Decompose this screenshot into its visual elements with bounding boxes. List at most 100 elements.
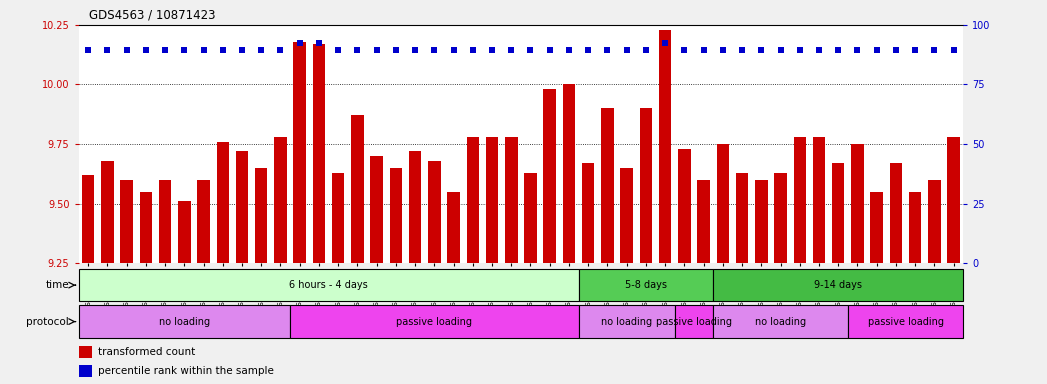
- Bar: [408, 151, 421, 263]
- Bar: [274, 137, 287, 263]
- Bar: [621, 168, 633, 263]
- Bar: [159, 180, 172, 263]
- Text: transformed count: transformed count: [98, 347, 195, 357]
- Bar: [79, 305, 290, 338]
- Point: [291, 40, 308, 46]
- Text: 9-14 days: 9-14 days: [815, 280, 863, 290]
- Bar: [755, 180, 767, 263]
- Point: [445, 47, 462, 53]
- Bar: [909, 192, 921, 263]
- Bar: [371, 156, 383, 263]
- Bar: [139, 192, 152, 263]
- Text: percentile rank within the sample: percentile rank within the sample: [98, 366, 274, 376]
- Point: [619, 47, 636, 53]
- Bar: [713, 305, 848, 338]
- Bar: [447, 192, 460, 263]
- Bar: [313, 44, 326, 263]
- Bar: [293, 41, 306, 263]
- Text: GDS4563 / 10871423: GDS4563 / 10871423: [89, 8, 216, 21]
- Text: no loading: no loading: [601, 316, 652, 327]
- Point: [792, 47, 808, 53]
- Text: no loading: no loading: [755, 316, 806, 327]
- Text: 6 hours - 4 days: 6 hours - 4 days: [289, 280, 367, 290]
- Text: 5-8 days: 5-8 days: [625, 280, 667, 290]
- Point: [484, 47, 500, 53]
- Bar: [486, 137, 498, 263]
- Point: [233, 47, 250, 53]
- Point: [195, 47, 211, 53]
- Bar: [543, 89, 556, 263]
- Bar: [290, 305, 579, 338]
- Point: [599, 47, 616, 53]
- Bar: [389, 168, 402, 263]
- Bar: [579, 305, 674, 338]
- Text: passive loading: passive loading: [868, 316, 943, 327]
- Point: [772, 47, 788, 53]
- Point: [157, 47, 174, 53]
- Bar: [948, 137, 960, 263]
- Point: [888, 47, 905, 53]
- Bar: [217, 142, 229, 263]
- Bar: [120, 180, 133, 263]
- Point: [137, 47, 154, 53]
- Point: [215, 47, 231, 53]
- Bar: [236, 151, 248, 263]
- Point: [734, 47, 751, 53]
- Point: [99, 47, 116, 53]
- Point: [868, 47, 885, 53]
- Bar: [716, 144, 729, 263]
- Point: [945, 47, 962, 53]
- Point: [560, 47, 577, 53]
- Point: [406, 47, 423, 53]
- Bar: [812, 137, 825, 263]
- Point: [311, 40, 328, 46]
- Text: passive loading: passive loading: [397, 316, 472, 327]
- Bar: [832, 163, 845, 263]
- Bar: [197, 180, 209, 263]
- Bar: [579, 269, 713, 301]
- Text: time: time: [45, 280, 69, 290]
- Point: [272, 47, 289, 53]
- Point: [541, 47, 558, 53]
- Bar: [659, 30, 671, 263]
- Bar: [697, 180, 710, 263]
- Point: [830, 47, 847, 53]
- Bar: [582, 163, 595, 263]
- Point: [80, 47, 96, 53]
- Point: [695, 47, 712, 53]
- Bar: [79, 346, 92, 358]
- Point: [753, 47, 770, 53]
- Point: [714, 47, 731, 53]
- Bar: [713, 269, 963, 301]
- Bar: [82, 175, 94, 263]
- Bar: [79, 269, 579, 301]
- Point: [330, 47, 347, 53]
- Text: protocol: protocol: [26, 316, 69, 327]
- Point: [426, 47, 443, 53]
- Bar: [674, 305, 713, 338]
- Point: [522, 47, 539, 53]
- Bar: [178, 201, 191, 263]
- Point: [656, 40, 673, 46]
- Point: [118, 47, 135, 53]
- Bar: [255, 168, 267, 263]
- Point: [253, 47, 270, 53]
- Bar: [736, 172, 749, 263]
- Point: [580, 47, 597, 53]
- Bar: [102, 161, 114, 263]
- Bar: [601, 108, 614, 263]
- Bar: [640, 108, 652, 263]
- Bar: [870, 192, 883, 263]
- Bar: [890, 163, 903, 263]
- Bar: [79, 365, 92, 377]
- Bar: [928, 180, 940, 263]
- Point: [387, 47, 404, 53]
- Bar: [562, 84, 575, 263]
- Bar: [505, 137, 517, 263]
- Bar: [678, 149, 691, 263]
- Point: [369, 47, 385, 53]
- Point: [638, 47, 654, 53]
- Bar: [467, 137, 480, 263]
- Bar: [794, 137, 806, 263]
- Point: [926, 47, 942, 53]
